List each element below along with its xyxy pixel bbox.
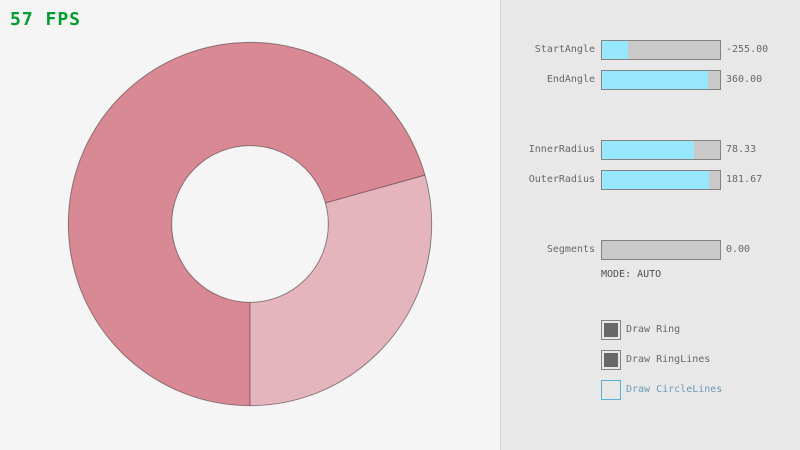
outer-radius-row: OuterRadius 181.67 [501,170,800,190]
mode-text: MODE: AUTO [601,269,662,280]
outer-radius-value: 181.67 [726,174,763,185]
draw-ringlines-checkbox[interactable] [601,350,621,370]
segments-row: Segments 0.00 [501,240,800,260]
end-angle-label: EndAngle [546,74,595,85]
segments-slider[interactable] [601,240,721,260]
start-angle-value: -255.00 [726,44,769,55]
slider-fill [602,171,710,189]
slider-fill [602,41,628,59]
outer-radius-label: OuterRadius [528,174,595,185]
draw-ringlines-checkbox-row: Draw RingLines [601,350,791,370]
end-angle-slider[interactable] [601,70,721,90]
start-angle-row: StartAngle -255.00 [501,40,800,60]
draw-circlelines-checkbox-label: Draw CircleLines [626,384,723,395]
inner-radius-slider[interactable] [601,140,721,160]
segments-label: Segments [546,244,595,255]
draw-ring-checkbox[interactable] [601,320,621,340]
segments-value: 0.00 [726,244,751,255]
draw-ring-checkbox-row: Draw Ring [601,320,791,340]
inner-radius-value: 78.33 [726,144,757,155]
slider-fill [602,141,695,159]
draw-ringlines-checkbox-label: Draw RingLines [626,354,711,365]
ring-drawing [67,41,433,407]
end-angle-value: 360.00 [726,74,763,85]
fps-counter: 57 FPS [10,9,82,30]
inner-radius-label: InnerRadius [528,144,595,155]
slider-fill [602,71,709,89]
start-angle-label: StartAngle [534,44,595,55]
draw-circlelines-checkbox-row: Draw CircleLines [601,380,791,400]
controls-panel: StartAngle -255.00 EndAngle 360.00 Inner… [500,0,800,450]
start-angle-slider[interactable] [601,40,721,60]
inner-radius-row: InnerRadius 78.33 [501,140,800,160]
end-angle-row: EndAngle 360.00 [501,70,800,90]
draw-circlelines-checkbox[interactable] [601,380,621,400]
draw-ring-checkbox-label: Draw Ring [626,324,681,335]
outer-radius-slider[interactable] [601,170,721,190]
